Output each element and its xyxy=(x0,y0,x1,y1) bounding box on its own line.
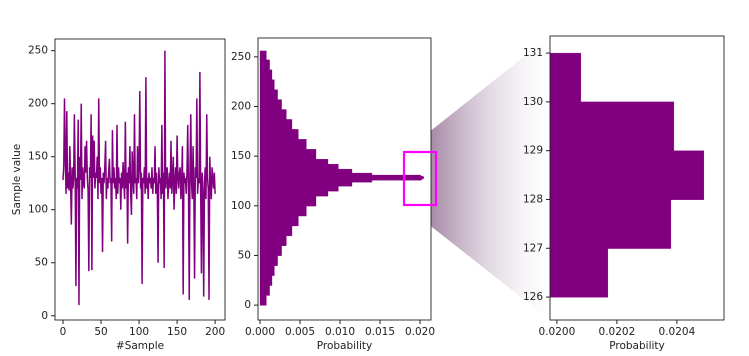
y-tick-label: 131 xyxy=(523,47,543,59)
y-tick-label: 150 xyxy=(28,151,48,163)
axis-frame xyxy=(54,38,226,321)
histogram-bar xyxy=(549,199,672,249)
histogram-bar xyxy=(259,149,317,160)
histogram-bar xyxy=(259,295,267,306)
histogram-bar xyxy=(259,185,339,192)
y-tick-label: 50 xyxy=(35,257,48,269)
y-tick-label: 50 xyxy=(238,249,251,261)
y-tick-label: 0 xyxy=(41,310,48,322)
y-axis-label: Sample value xyxy=(11,144,23,215)
histogram-bar xyxy=(259,275,273,286)
x-tick-label: 0.0204 xyxy=(659,326,696,338)
y-tick-label: 127 xyxy=(523,242,543,254)
x-tick-label: 0.005 xyxy=(285,326,315,338)
y-tick-label: 0 xyxy=(244,299,251,311)
histogram-bar xyxy=(259,89,278,101)
y-tick-label: 128 xyxy=(523,193,543,205)
histogram-bar xyxy=(549,52,582,103)
histogram-bar xyxy=(259,109,287,120)
x-tick-label: 0 xyxy=(60,326,67,338)
x-axis-label: #Sample xyxy=(116,340,164,352)
histogram-bar xyxy=(259,205,307,217)
x-tick-label: 0.015 xyxy=(365,326,395,338)
axis-frame xyxy=(257,37,432,321)
histogram-bar xyxy=(259,129,299,140)
x-tick-label: 0.0200 xyxy=(539,326,576,338)
histogram-bar xyxy=(259,168,353,174)
histogram-bar xyxy=(259,163,339,170)
x-tick-label: 0.020 xyxy=(405,326,435,338)
histogram-bar xyxy=(259,255,278,266)
x-tick-label: 0.0202 xyxy=(599,326,636,338)
y-tick-label: 200 xyxy=(231,101,251,113)
histogram-bar xyxy=(259,59,270,71)
histogram-bar xyxy=(549,248,609,298)
histogram-bar xyxy=(259,190,329,197)
histogram-bar xyxy=(259,181,353,187)
x-tick-label: 150 xyxy=(167,326,187,338)
y-tick-label: 250 xyxy=(231,51,251,63)
y-tick-label: 250 xyxy=(28,45,48,57)
y-tick-label: 129 xyxy=(523,145,543,157)
histogram-bar xyxy=(259,285,270,296)
charts: 0 50 100 150 200 0 50 100 150 200 250 #Sample Sample… xyxy=(11,35,725,352)
histogram-bar xyxy=(259,50,267,61)
histogram-bar xyxy=(259,119,293,130)
histogram-bar xyxy=(259,195,317,207)
axis-frame xyxy=(549,35,725,321)
y-tick-label: 126 xyxy=(523,291,543,303)
y-tick-label: 100 xyxy=(28,204,48,216)
x-axis-label: Probability xyxy=(609,340,665,352)
x-tick-label: 200 xyxy=(205,326,225,338)
histogram-bar xyxy=(259,139,307,150)
histogram-bar xyxy=(259,225,293,237)
data-line xyxy=(62,50,216,306)
histogram-bar xyxy=(549,101,675,152)
histogram-bar xyxy=(259,99,282,110)
x-tick-label: 0.010 xyxy=(325,326,355,338)
histogram-bar xyxy=(549,150,705,200)
x-axis-label: Probability xyxy=(317,340,373,352)
histogram-bar xyxy=(259,245,282,256)
histogram-bar xyxy=(259,235,287,246)
y-tick-label: 130 xyxy=(523,96,543,108)
x-tick-label: 0.000 xyxy=(245,326,275,338)
histogram-bar xyxy=(259,158,329,165)
y-tick-label: 150 xyxy=(231,150,251,162)
x-tick-label: 50 xyxy=(94,326,107,338)
histogram-bar xyxy=(259,265,275,276)
zoom-box xyxy=(402,150,438,207)
x-tick-label: 100 xyxy=(129,326,149,338)
y-tick-label: 200 xyxy=(28,98,48,110)
histogram-bar xyxy=(259,79,275,91)
y-tick-label: 100 xyxy=(231,200,251,212)
histogram-bar xyxy=(259,215,299,227)
zoom-connector xyxy=(404,36,550,320)
histogram-bar xyxy=(259,69,273,81)
